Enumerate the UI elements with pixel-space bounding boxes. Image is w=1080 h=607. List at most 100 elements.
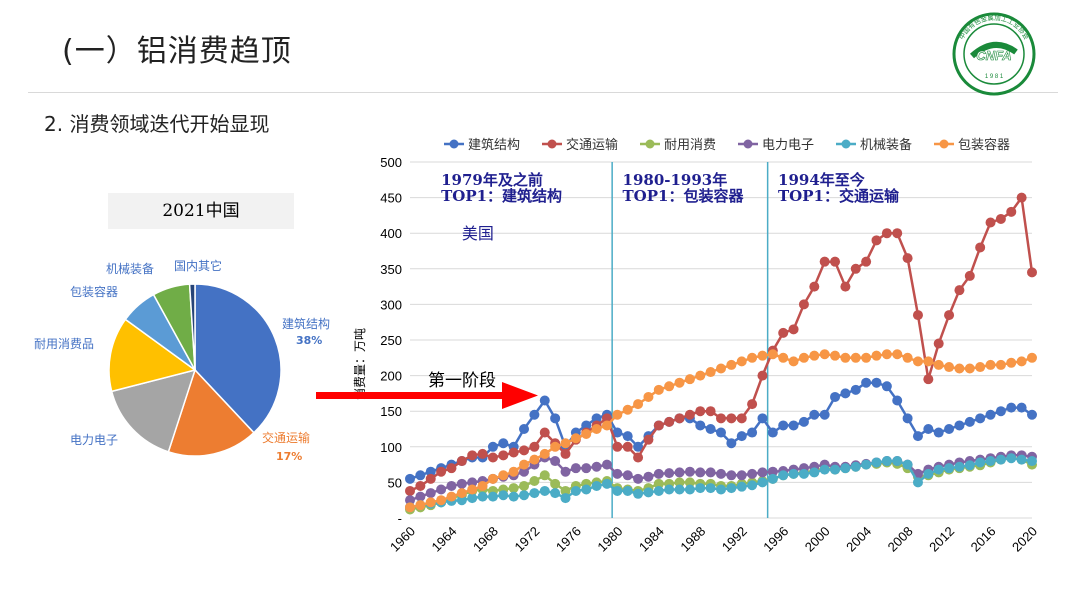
data-point [560, 466, 571, 477]
y-tick-label: 500 [380, 155, 402, 170]
legend-label: 建筑结构 [468, 137, 520, 153]
data-point [633, 441, 644, 452]
series-1 [405, 192, 1037, 496]
data-point [830, 391, 841, 402]
x-tick-label: 1984 [636, 524, 667, 555]
data-point [861, 377, 872, 388]
x-tick-label: 1972 [511, 524, 542, 555]
data-point [840, 388, 851, 399]
x-tick-label: 2012 [926, 524, 957, 555]
legend-item-3: 电力电子 [738, 138, 814, 153]
data-point [861, 352, 872, 363]
data-point [975, 457, 986, 468]
data-point [591, 413, 602, 424]
data-point [508, 483, 519, 494]
data-point [726, 483, 737, 494]
data-point [778, 420, 789, 431]
data-point [467, 484, 478, 495]
data-point [405, 473, 415, 484]
data-point [1006, 402, 1017, 413]
y-tick-label: 300 [380, 297, 402, 312]
x-tick-label: 1988 [677, 524, 708, 555]
data-point [819, 409, 830, 420]
data-point [436, 484, 447, 495]
data-point [975, 362, 986, 373]
data-point [695, 406, 706, 417]
pie-value-label-1: 17% [276, 450, 302, 463]
data-point [830, 256, 841, 267]
data-point [944, 310, 955, 321]
data-point [902, 253, 913, 264]
data-point [519, 466, 530, 477]
data-point [902, 459, 913, 470]
data-point [881, 456, 892, 467]
data-point [601, 413, 612, 424]
y-tick-label: 200 [380, 369, 402, 384]
data-point [747, 468, 758, 479]
data-point [902, 352, 913, 363]
slide-title: (一）铝消费趋顶 [62, 34, 292, 69]
data-point [778, 327, 789, 338]
data-point [954, 363, 965, 374]
data-point [498, 438, 509, 449]
data-point [519, 445, 530, 456]
data-point [830, 350, 841, 361]
data-point [964, 416, 975, 427]
data-point [405, 485, 415, 496]
data-point [560, 448, 571, 459]
data-point [519, 459, 530, 470]
legend-label: 机械装备 [860, 137, 912, 153]
y-tick-label: 450 [380, 191, 402, 206]
data-point [985, 456, 996, 467]
data-point [995, 406, 1006, 417]
data-point [736, 356, 747, 367]
data-point [415, 491, 426, 502]
data-point [944, 362, 955, 373]
y-tick-label: 100 [380, 440, 402, 455]
data-point [622, 485, 633, 496]
data-point [871, 457, 882, 468]
data-point [892, 395, 903, 406]
data-point [705, 483, 716, 494]
data-point [881, 349, 892, 360]
data-point [425, 473, 436, 484]
pie-label-2: 电力电子 [70, 433, 118, 447]
data-point [1016, 454, 1027, 465]
data-point [757, 350, 768, 361]
y-tick-label: 150 [380, 404, 402, 419]
x-tick-label: 1976 [553, 524, 584, 555]
data-point [985, 409, 996, 420]
data-point [664, 484, 675, 495]
data-point [747, 399, 758, 410]
data-point [539, 448, 550, 459]
data-point [560, 493, 571, 504]
data-point [944, 463, 955, 474]
series-4 [405, 453, 1037, 513]
data-point [415, 500, 426, 511]
data-point [912, 431, 923, 442]
data-point [902, 413, 913, 424]
data-point [850, 461, 861, 472]
data-point [446, 480, 457, 491]
data-point [467, 477, 478, 488]
data-point [933, 427, 944, 438]
data-point [923, 468, 934, 479]
data-point [757, 370, 768, 381]
data-point [1027, 409, 1037, 420]
data-point [933, 464, 944, 475]
data-point [747, 352, 758, 363]
data-point [716, 484, 726, 495]
data-point [550, 456, 561, 467]
x-tick-label: 2000 [802, 524, 833, 555]
data-point [892, 228, 903, 239]
data-point [591, 480, 602, 491]
chart-annotation: 1980-1993年 [623, 171, 728, 189]
data-point [539, 485, 550, 496]
data-point [809, 281, 820, 292]
data-point [726, 470, 737, 481]
pie-chart-title: 2021中国 [108, 193, 294, 229]
data-point [757, 413, 768, 424]
data-point [923, 356, 934, 367]
data-point [674, 484, 685, 495]
data-point [705, 406, 716, 417]
